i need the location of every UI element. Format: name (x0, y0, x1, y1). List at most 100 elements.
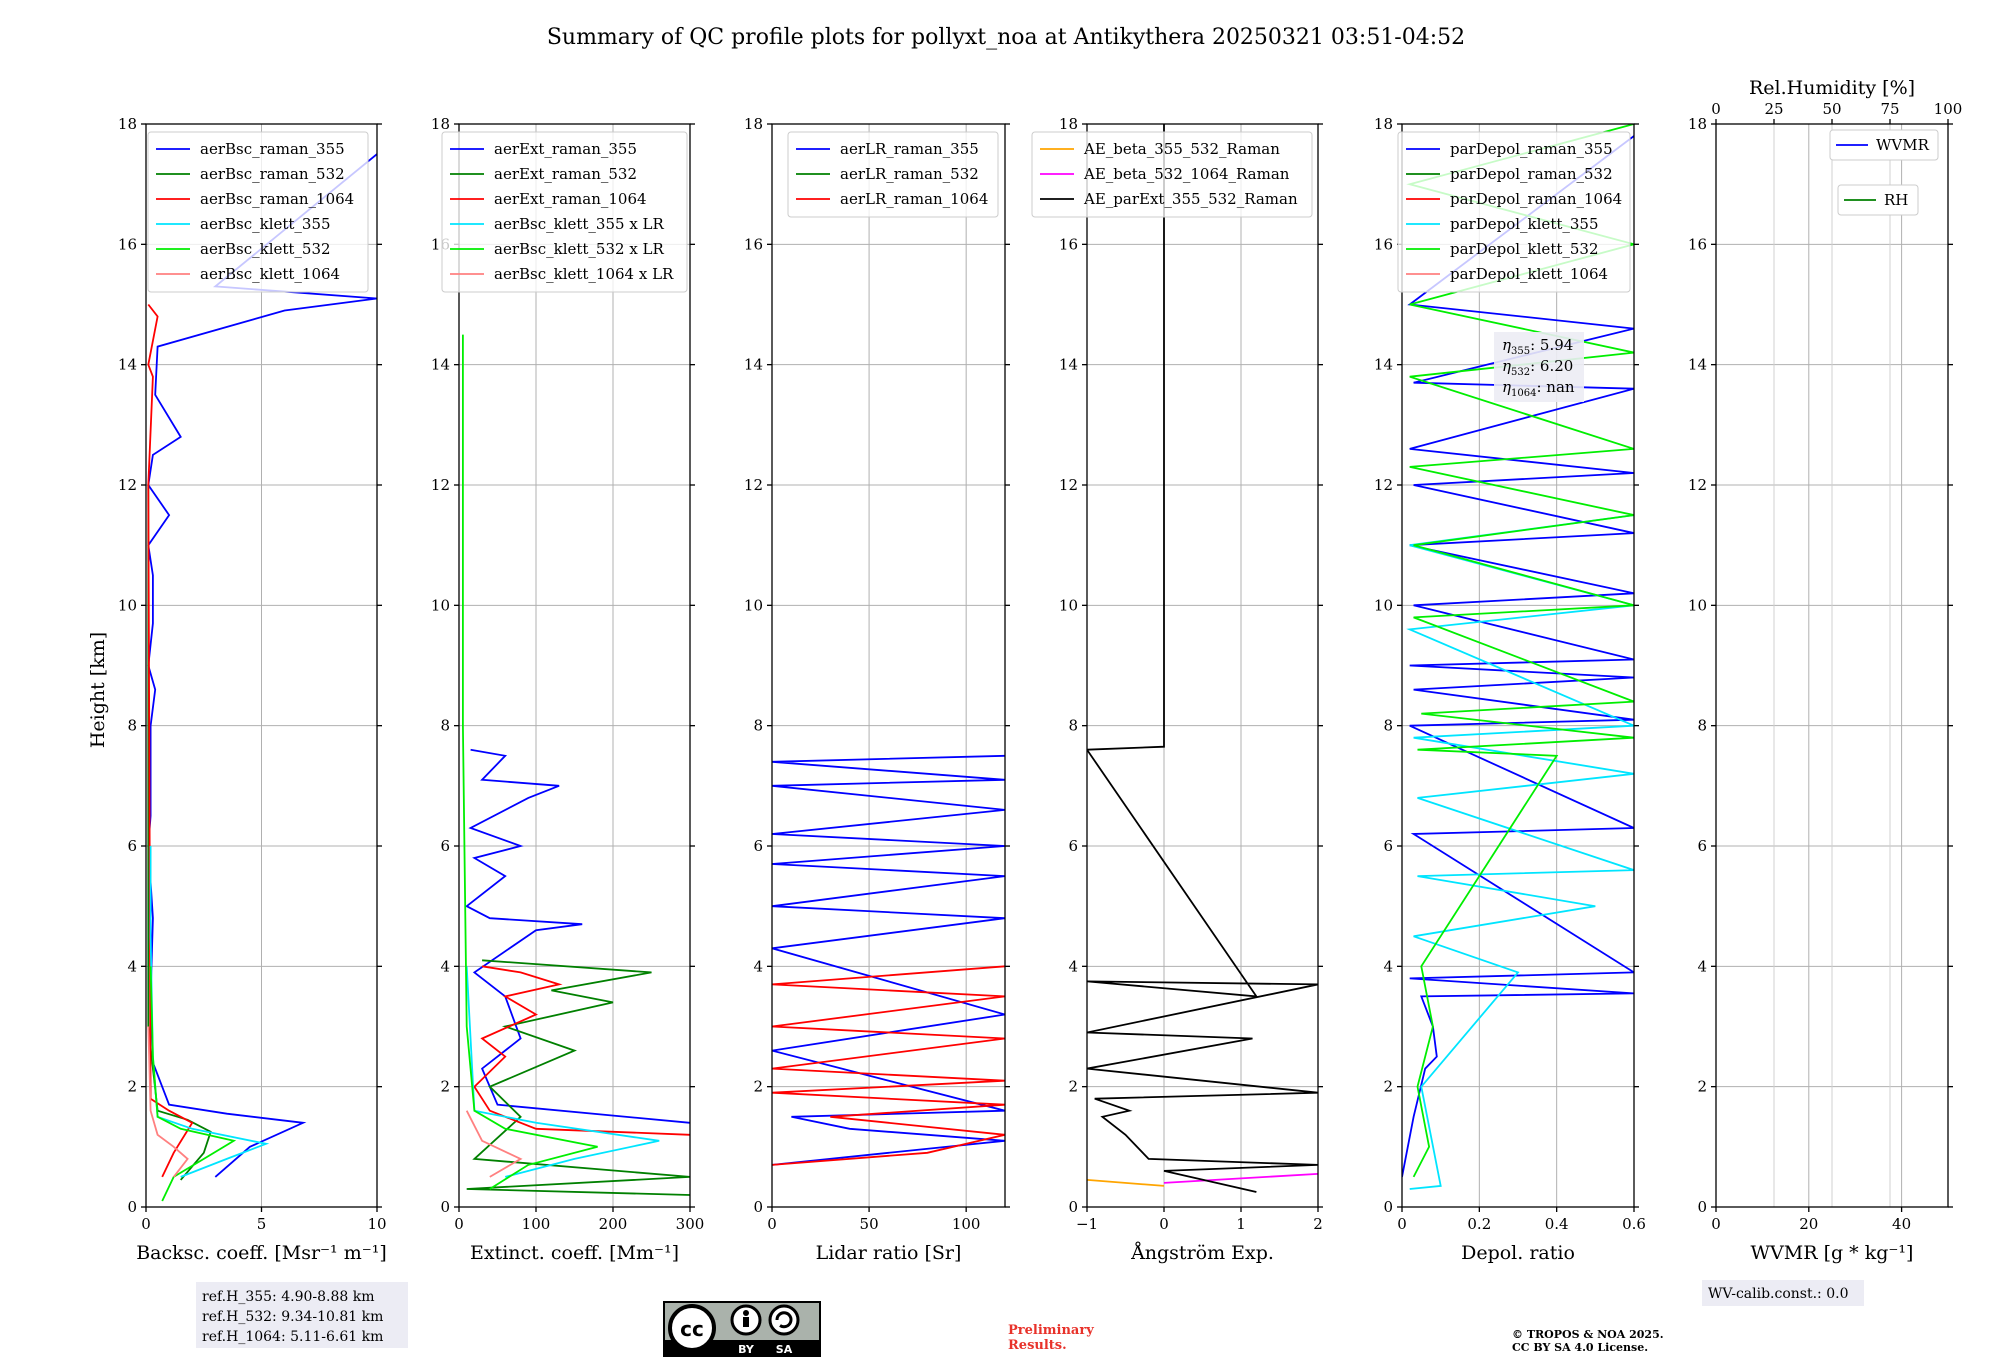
x-tick-label: 0 (454, 1215, 464, 1233)
y-tick-label: 18 (1688, 115, 1707, 133)
y-tick-label: 12 (744, 476, 763, 494)
series-group (1402, 124, 1634, 1190)
wv-calib-box-bg (1702, 1280, 1864, 1306)
by-person-head (743, 1310, 749, 1316)
legend-label: aerLR_raman_355 (840, 140, 979, 158)
x-axis-label: WVMR [g * kg⁻¹] (1751, 1242, 1914, 1264)
x-axis-label: Lidar ratio [Sr] (816, 1242, 962, 1264)
y-tick-label: 12 (1374, 476, 1393, 494)
legend-label: parDepol_raman_532 (1450, 165, 1613, 183)
y-tick-label: 16 (1059, 235, 1078, 253)
sa-label: SA (776, 1343, 793, 1356)
axes-frame (1401, 123, 1635, 1208)
y-tick-label: 2 (753, 1078, 763, 1096)
series-line-aerLR_raman_1064 (772, 965, 1005, 1166)
x-tick-label: 0.6 (1622, 1215, 1646, 1233)
x-tick-label: 50 (860, 1215, 879, 1233)
series-line-aerBsc_klett_1064 x LR (465, 1110, 523, 1178)
legend-label: AE_beta_532_1064_Raman (1083, 165, 1290, 183)
x-tick-label: 0 (1159, 1215, 1169, 1233)
y-tick-label: 16 (1374, 235, 1393, 253)
legend-label: WVMR (1876, 136, 1930, 154)
x-axis-label: Backsc. coeff. [Msr⁻¹ m⁻¹] (136, 1242, 387, 1264)
legend-label: aerExt_raman_532 (494, 165, 637, 183)
legend-label: aerBsc_klett_532 x LR (494, 240, 665, 258)
legend-label: AE_parExt_355_532_Raman (1083, 190, 1298, 208)
series-line-parDepol_klett_355 (1406, 514, 1634, 1190)
series-line-aerBsc_raman_355 (147, 153, 377, 1178)
ref-height-1064: ref.H_1064: 5.11-6.61 km (202, 1329, 383, 1345)
y-tick-label: 14 (431, 356, 450, 374)
ref-height-box: ref.H_355: 4.90-8.88 km ref.H_532: 9.34-… (196, 1282, 408, 1348)
copyright-line-2: CC BY SA 4.0 License. (1512, 1341, 1648, 1354)
y-tick-label: 0 (1697, 1198, 1707, 1216)
x-tick-label: 1 (1236, 1215, 1246, 1233)
y-tick-label: 0 (1068, 1198, 1078, 1216)
y-tick-label: 4 (1068, 957, 1078, 975)
ref-height-box-bg (196, 1282, 408, 1348)
series-line-aerBsc_klett_355 (149, 846, 270, 1178)
series-line-aerLR_raman_355 (772, 754, 1005, 1166)
x-tick-label: 0.2 (1467, 1215, 1491, 1233)
top-x-tick-label: 50 (1822, 100, 1841, 118)
y-tick-label: 18 (1374, 115, 1393, 133)
y-tick-label: 6 (127, 837, 137, 855)
legend-box (1031, 131, 1313, 218)
axes-frame (771, 123, 1006, 1208)
legend-label: aerBsc_raman_532 (200, 165, 345, 183)
y-tick-label: 12 (1688, 476, 1707, 494)
figure-title: Summary of QC profile plots for pollyxt_… (547, 25, 1465, 50)
x-axis-label: Depol. ratio (1461, 1242, 1575, 1264)
legend-label: aerBsc_klett_1064 x LR (494, 265, 674, 283)
x-tick-label: 5 (257, 1215, 267, 1233)
legend-label: aerExt_raman_355 (494, 140, 637, 158)
top-x-tick-label: 75 (1880, 100, 1899, 118)
legend-label: aerBsc_klett_355 x LR (494, 215, 665, 233)
x-tick-label: 2 (1313, 1215, 1323, 1233)
y-tick-label: 8 (753, 717, 763, 735)
y-tick-label: 10 (1374, 596, 1393, 614)
eta-532: η532: 6.20 (1502, 357, 1573, 378)
y-tick-label: 6 (1383, 837, 1393, 855)
eta-box: η355: 5.94 η532: 6.20 η1064: nan (1494, 332, 1584, 402)
y-tick-label: 18 (744, 115, 763, 133)
top-x-tick-label: 0 (1711, 100, 1721, 118)
series-line-AE_beta_355_532_Raman (1087, 1179, 1165, 1187)
legend-label: AE_beta_355_532_Raman (1083, 140, 1280, 158)
legend-box (1397, 131, 1631, 293)
y-tick-label: 8 (440, 717, 450, 735)
x-tick-label: 0 (767, 1215, 777, 1233)
eta-1064: η1064: nan (1502, 378, 1575, 399)
legend-label: aerBsc_klett_532 (200, 240, 331, 258)
legend-label: aerLR_raman_532 (840, 165, 979, 183)
cc-icon-text: cc (680, 1317, 704, 1341)
series-line-aerExt_raman_1064 (473, 965, 690, 1136)
y-tick-label: 8 (1697, 717, 1707, 735)
series-line-AE_parExt_355_532_Raman (1087, 124, 1318, 1193)
wv-calib-box: WV-calib.const.: 0.0 (1702, 1280, 1864, 1306)
legend-label: aerBsc_raman_1064 (200, 190, 354, 208)
legend-label: RH (1884, 191, 1908, 209)
y-tick-label: 4 (440, 957, 450, 975)
legend-box (147, 131, 369, 293)
series-group (147, 153, 377, 1202)
eta-box-bg (1494, 332, 1584, 402)
legend-label: parDepol_klett_532 (1450, 240, 1599, 258)
y-tick-label: 4 (127, 957, 137, 975)
preliminary-label-2: Results. (1008, 1338, 1067, 1353)
series-line-AE_beta_532_1064_Raman (1163, 1173, 1318, 1184)
y-tick-label: 2 (1068, 1078, 1078, 1096)
x-tick-label: −1 (1076, 1215, 1098, 1233)
axes-frame (1086, 123, 1319, 1208)
preliminary-label-1: Preliminary (1008, 1323, 1094, 1338)
y-tick-label: 4 (753, 957, 763, 975)
by-label: BY (738, 1343, 755, 1356)
y-tick-label: 14 (1059, 356, 1078, 374)
eta-355: η355: 5.94 (1502, 336, 1573, 357)
y-tick-label: 0 (1383, 1198, 1393, 1216)
series-line-aerBsc_klett_532 (149, 966, 237, 1202)
